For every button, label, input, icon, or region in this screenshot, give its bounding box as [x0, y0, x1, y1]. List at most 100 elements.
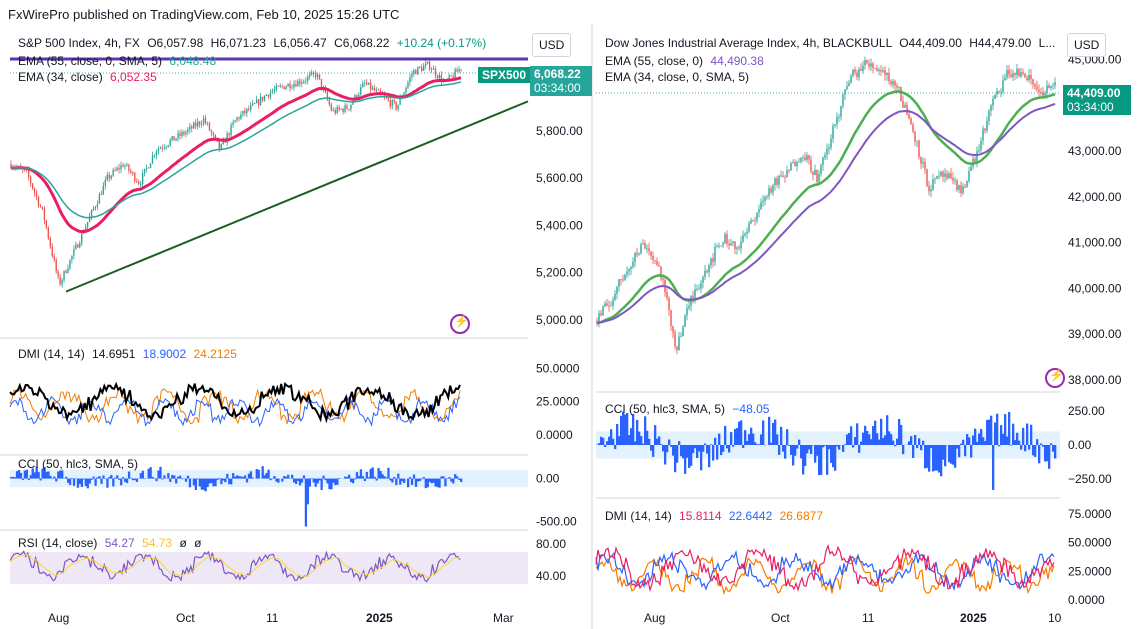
spx-cci-bar — [234, 476, 237, 479]
dji-candle-body — [762, 200, 764, 203]
spx-cci-bar — [395, 478, 398, 486]
dji-flash-icon[interactable] — [1045, 368, 1065, 388]
spx-candle-body — [369, 82, 372, 90]
spx-candle-body — [448, 75, 450, 80]
dji-candle-body — [912, 124, 914, 132]
dji-cci-bar — [598, 443, 601, 445]
spx-candle-body — [43, 208, 46, 221]
spx-cci-bar — [401, 478, 404, 482]
dji-cci-bar — [956, 445, 959, 449]
spx-cci-bar — [125, 478, 129, 484]
spx-cci-bar — [186, 475, 190, 479]
dji-candle-body — [638, 253, 640, 255]
dji-candle-body — [876, 68, 878, 72]
dji-cci-bar — [860, 441, 863, 445]
spx-candle-body — [332, 110, 334, 111]
spx-cci-bar — [167, 473, 170, 479]
spx-candle-body — [271, 91, 274, 93]
spx-flash-icon[interactable] — [450, 314, 470, 334]
dji-candle-body — [714, 246, 716, 262]
dji-cci-bar — [790, 445, 793, 455]
spx-candle-body — [334, 110, 336, 114]
dji-candle-body — [938, 175, 940, 177]
dji-dmi-v3: 26.6877 — [779, 509, 823, 523]
dji-candle-body — [754, 220, 756, 222]
spx-cci-bar — [326, 478, 329, 484]
spx-cci-bar — [265, 472, 268, 479]
dji-cci-bar — [752, 433, 755, 445]
dji-ema34-line — [596, 90, 1056, 325]
spx-candle-body — [263, 95, 266, 101]
spx-candle-body — [273, 89, 276, 92]
dji-candle-body — [726, 234, 728, 244]
spx-cci-bar — [188, 478, 192, 488]
spx-cci-bar — [456, 476, 459, 479]
spx-candle-body — [238, 117, 240, 119]
spx-y-tick-label: 5,000.00 — [536, 313, 583, 327]
dji-candle-body — [980, 140, 982, 150]
spx-cci-bar — [338, 477, 341, 479]
spx-currency-button[interactable]: USD — [532, 33, 572, 57]
spx-cci-bar — [414, 478, 418, 487]
dji-last-price: 44,409.00 — [1067, 86, 1121, 100]
dji-cci-bar — [610, 429, 613, 445]
dji-cci-bar — [1054, 445, 1057, 459]
dji-cci-bar — [694, 445, 697, 449]
dji-candle-body — [786, 170, 788, 178]
dji-countdown: 03:34:00 — [1067, 100, 1114, 114]
spx-cci-bar — [277, 478, 280, 483]
dji-cci-bar — [612, 438, 615, 445]
spx-low: L6,056.47 — [273, 36, 327, 50]
spx-candle-body — [141, 173, 144, 185]
dji-cci-bar — [638, 431, 641, 445]
spx-cci-bar — [245, 478, 249, 483]
spx-candle-body — [193, 122, 195, 129]
dji-cci-bar — [998, 445, 1001, 447]
dji-cci-bar — [672, 445, 675, 456]
spx-cci-bar — [68, 478, 72, 485]
dji-cci-bar — [958, 445, 961, 458]
spx-candle-body — [214, 134, 217, 139]
dji-candle-body — [602, 306, 604, 316]
spx-x-tick-label: 2025 — [366, 611, 393, 625]
dji-candle-body — [1030, 74, 1032, 80]
spx-candle-body — [138, 181, 140, 185]
spx-candle-body — [330, 104, 333, 111]
dji-candle-body — [650, 251, 652, 256]
dji-cci-bar — [1024, 445, 1027, 452]
dji-candle-body — [648, 248, 650, 252]
dji-candle-body — [678, 336, 680, 351]
dji-cci-bar — [872, 426, 875, 445]
dji-candle-body — [682, 326, 684, 337]
dji-candle-body — [702, 277, 704, 283]
dji-ema2-label: EMA (34, close, 0, SMA, 5) — [605, 70, 750, 84]
spx-candle-body — [147, 167, 150, 169]
spx-cci-bar — [47, 471, 50, 479]
spx-cci-bar — [361, 476, 365, 479]
spx-dmi-label: DMI (14, 14) — [18, 347, 85, 361]
dji-candle-body — [898, 86, 900, 88]
dji-candle-body — [644, 243, 646, 249]
spx-cci-bar — [348, 474, 351, 479]
dji-currency-button[interactable]: USD — [1067, 33, 1107, 57]
dji-cci-bar — [1032, 445, 1035, 456]
dji-candle-body — [856, 72, 858, 78]
spx-candle-body — [208, 123, 211, 131]
spx-cci-bar — [399, 478, 402, 485]
spx-candle-body — [430, 69, 433, 71]
spx-candle-body — [338, 107, 340, 110]
spx-cci-bar — [294, 478, 298, 484]
spx-dmi-adx-line — [9, 381, 461, 424]
spx-candle-body — [124, 165, 126, 167]
dji-candle-body — [624, 274, 626, 281]
spx-ema34-line — [10, 76, 462, 234]
spx-cci-bar — [306, 478, 310, 505]
dji-x-tick-label: 10 — [1048, 611, 1062, 625]
dji-candle-body — [738, 247, 740, 249]
spx-cci-bar — [452, 478, 455, 484]
dji-cci-bar — [908, 441, 911, 445]
spx-candle-body — [177, 133, 179, 139]
dji-cci-bar — [842, 445, 845, 452]
spx-cci-bar — [363, 478, 367, 482]
spx-cci-bar — [106, 478, 109, 488]
